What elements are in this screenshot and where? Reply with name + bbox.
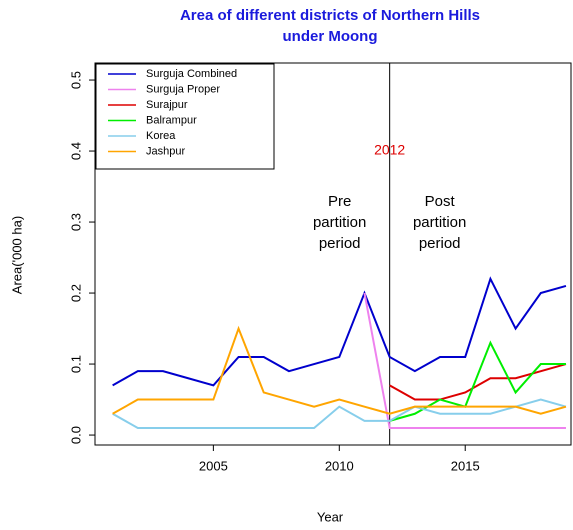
period-annotation: partition bbox=[313, 214, 366, 231]
y-tick-label: 0.1 bbox=[68, 355, 83, 373]
legend-label: Jashpur bbox=[146, 145, 185, 157]
legend-label: Surguja Proper bbox=[146, 83, 220, 95]
series-line bbox=[112, 276, 567, 387]
period-annotation: period bbox=[319, 235, 361, 252]
series-line bbox=[363, 292, 566, 429]
plot-frame bbox=[94, 62, 572, 446]
y-tick-label: 0.0 bbox=[68, 426, 83, 444]
legend-label: Surajpur bbox=[146, 99, 188, 111]
period-annotation: Pre bbox=[328, 193, 351, 210]
legend-box bbox=[95, 63, 275, 170]
period-annotation: partition bbox=[413, 214, 466, 231]
series-line bbox=[112, 398, 567, 429]
legend-label: Korea bbox=[146, 130, 176, 142]
x-tick-label: 2010 bbox=[325, 458, 354, 473]
y-axis-label: Area('000 ha) bbox=[9, 216, 24, 294]
x-tick-label: 2015 bbox=[451, 458, 480, 473]
y-tick-label: 0.3 bbox=[68, 213, 83, 231]
chart-title: under Moong bbox=[283, 28, 378, 45]
period-annotation: Post bbox=[425, 193, 456, 210]
x-axis-label: Year bbox=[317, 509, 344, 524]
x-tick-label: 2005 bbox=[199, 458, 228, 473]
y-tick-label: 0.5 bbox=[68, 71, 83, 89]
partition-year-label: 2012 bbox=[374, 142, 405, 158]
series-line bbox=[112, 325, 567, 415]
chart-title: Area of different districts of Northern … bbox=[180, 7, 480, 24]
period-annotation: period bbox=[419, 235, 461, 252]
series-line bbox=[389, 363, 567, 401]
y-tick-label: 0.4 bbox=[68, 142, 83, 160]
legend-label: Surguja Combined bbox=[146, 68, 237, 80]
series-line bbox=[389, 340, 566, 422]
y-tick-label: 0.2 bbox=[68, 284, 83, 302]
legend-label: Balrampur bbox=[146, 114, 197, 126]
